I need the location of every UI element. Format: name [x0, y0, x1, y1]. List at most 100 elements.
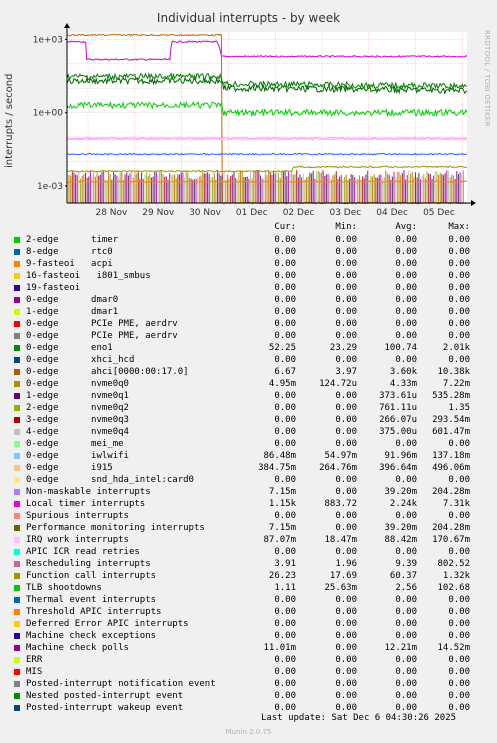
legend-name: Performance monitoring interrupts: [26, 523, 205, 533]
legend-swatch: [14, 597, 20, 603]
legend-avg: 0.00: [395, 607, 417, 617]
y-axis-arrow: [64, 23, 70, 28]
legend-cur: 1.15k: [268, 499, 296, 509]
legend-swatch: [14, 453, 20, 459]
legend-swatch: [14, 237, 20, 243]
chart-title: Individual interrupts - by week: [156, 11, 341, 25]
legend-name: Spurious interrupts: [26, 511, 129, 521]
header-max: Max:: [448, 222, 470, 232]
legend-avg: 0.00: [395, 703, 417, 713]
legend-max: 0.00: [448, 247, 470, 257]
legend-cur: 0.00: [274, 475, 296, 485]
legend-row: 19-fasteoi 0.00 0.00 0.00 0.00: [0, 282, 497, 294]
legend-cur: 7.15m: [268, 487, 296, 497]
legend-cur: 0.00: [274, 391, 296, 401]
legend-name: MIS: [26, 667, 43, 677]
legend-max: 0.00: [448, 439, 470, 449]
legend-swatch: [14, 681, 20, 687]
legend-row: Local timer interrupts 1.15k 883.72 2.24k 7.…: [0, 498, 497, 510]
legend-cur: 0.00: [274, 319, 296, 329]
legend-swatch: [14, 285, 20, 291]
legend-row: 0-edge eno1 52.25 23.29 100.74 2.01k: [0, 342, 497, 354]
legend-cur: 0.00: [274, 283, 296, 293]
legend-cur: 0.00: [274, 427, 296, 437]
legend-max: 102.68: [437, 583, 470, 593]
legend-avg: 88.42m: [384, 535, 417, 545]
legend-cur: 0.00: [274, 655, 296, 665]
legend-min: 0.00: [335, 247, 357, 257]
legend-swatch: [14, 261, 20, 267]
legend-max: 0.00: [448, 547, 470, 557]
legend-row: Performance monitoring interrupts 7.15m 0.…: [0, 522, 497, 534]
legend-row: Machine check exceptions 0.00 0.00 0.00 0.00: [0, 630, 497, 642]
series-line: [66, 71, 468, 91]
legend-name: 0-edge mei_me: [26, 439, 124, 449]
legend-cur: 0.00: [274, 307, 296, 317]
plot-area: 1e+03 1e+00 1e-03 28 Nov 29 Nov 30 Nov 01 Dec 0…: [33, 23, 476, 218]
legend-min: 0.00: [335, 595, 357, 605]
legend-name: TLB shootdowns: [26, 583, 102, 593]
legend-row: Threshold APIC interrupts 0.00 0.00 0.00 0.0…: [0, 606, 497, 618]
legend-swatch: [14, 477, 20, 483]
legend-cur: 0.00: [274, 247, 296, 257]
legend-row: Thermal event interrupts 0.00 0.00 0.00 0.00: [0, 594, 497, 606]
legend-max: 0.00: [448, 703, 470, 713]
legend-swatch: [14, 513, 20, 519]
legend-swatch: [14, 429, 20, 435]
legend-cur: 52.25: [268, 343, 296, 353]
legend-cur: 6.67: [274, 367, 296, 377]
legend-swatch: [14, 297, 20, 303]
legend-avg: 39.20m: [384, 523, 417, 533]
legend-swatch: [14, 669, 20, 675]
legend-swatch: [14, 561, 20, 567]
legend-max: 0.00: [448, 355, 470, 365]
legend-min: 0.00: [335, 307, 357, 317]
legend-swatch: [14, 693, 20, 699]
legend-min: 0.00: [335, 415, 357, 425]
legend-min: 0.00: [335, 295, 357, 305]
x-tick-label: 05 Dec: [423, 208, 455, 218]
legend-max: 1.32k: [442, 571, 470, 581]
legend-min: 0.00: [335, 679, 357, 689]
legend-name: Threshold APIC interrupts: [26, 607, 162, 617]
legend-min: 0.00: [335, 259, 357, 269]
legend-swatch: [14, 369, 20, 375]
x-tick-label: 28 Nov: [95, 208, 128, 218]
header-cur: Cur:: [274, 222, 296, 232]
legend-row: 4-edge nvme0q4 0.00 0.00 375.00u 601.47m: [0, 426, 497, 438]
x-tick-label: 29 Nov: [142, 208, 175, 218]
legend-name: Function call interrupts: [26, 571, 157, 581]
legend-avg: 396.64m: [379, 463, 417, 473]
legend-avg: 0.00: [395, 271, 417, 281]
legend-max: 1.35: [448, 403, 470, 413]
legend-cur: 0.00: [274, 691, 296, 701]
legend-max: 802.52: [437, 559, 470, 569]
legend-name: 0-edge nvme0q0: [26, 379, 129, 389]
legend-avg: 0.00: [395, 619, 417, 629]
legend-name: 2-edge timer: [26, 235, 119, 245]
legend-avg: 0.00: [395, 307, 417, 317]
legend-swatch: [14, 525, 20, 531]
y-tick-label: 1e+03: [33, 35, 63, 45]
legend-name: 19-fasteoi: [26, 283, 81, 293]
legend-min: 0.00: [335, 643, 357, 653]
x-axis-arrow: [471, 200, 476, 206]
header-min: Min:: [335, 222, 357, 232]
x-tick-label: 01 Dec: [236, 208, 268, 218]
legend-avg: 266.07u: [379, 415, 417, 425]
x-tick-label: 04 Dec: [376, 208, 408, 218]
legend-max: 137.18m: [432, 451, 470, 461]
series-line: [66, 180, 468, 184]
legend-row: Non-maskable interrupts 7.15m 0.00 39.20m 20…: [0, 486, 497, 498]
legend-avg: 0.00: [395, 631, 417, 641]
legend-name: 0-edge snd_hda_intel:card0: [26, 475, 194, 485]
legend-name: 1-edge dmar1: [26, 307, 119, 317]
legend-cur: 0.00: [274, 679, 296, 689]
legend-avg: 375.00u: [379, 427, 417, 437]
series-line: [66, 40, 468, 61]
legend-name: Posted-interrupt wakeup event: [26, 703, 184, 713]
legend-min: 264.76m: [319, 463, 357, 473]
legend-cur: 0.00: [274, 547, 296, 557]
legend-max: 0.00: [448, 631, 470, 641]
legend-swatch: [14, 705, 20, 711]
